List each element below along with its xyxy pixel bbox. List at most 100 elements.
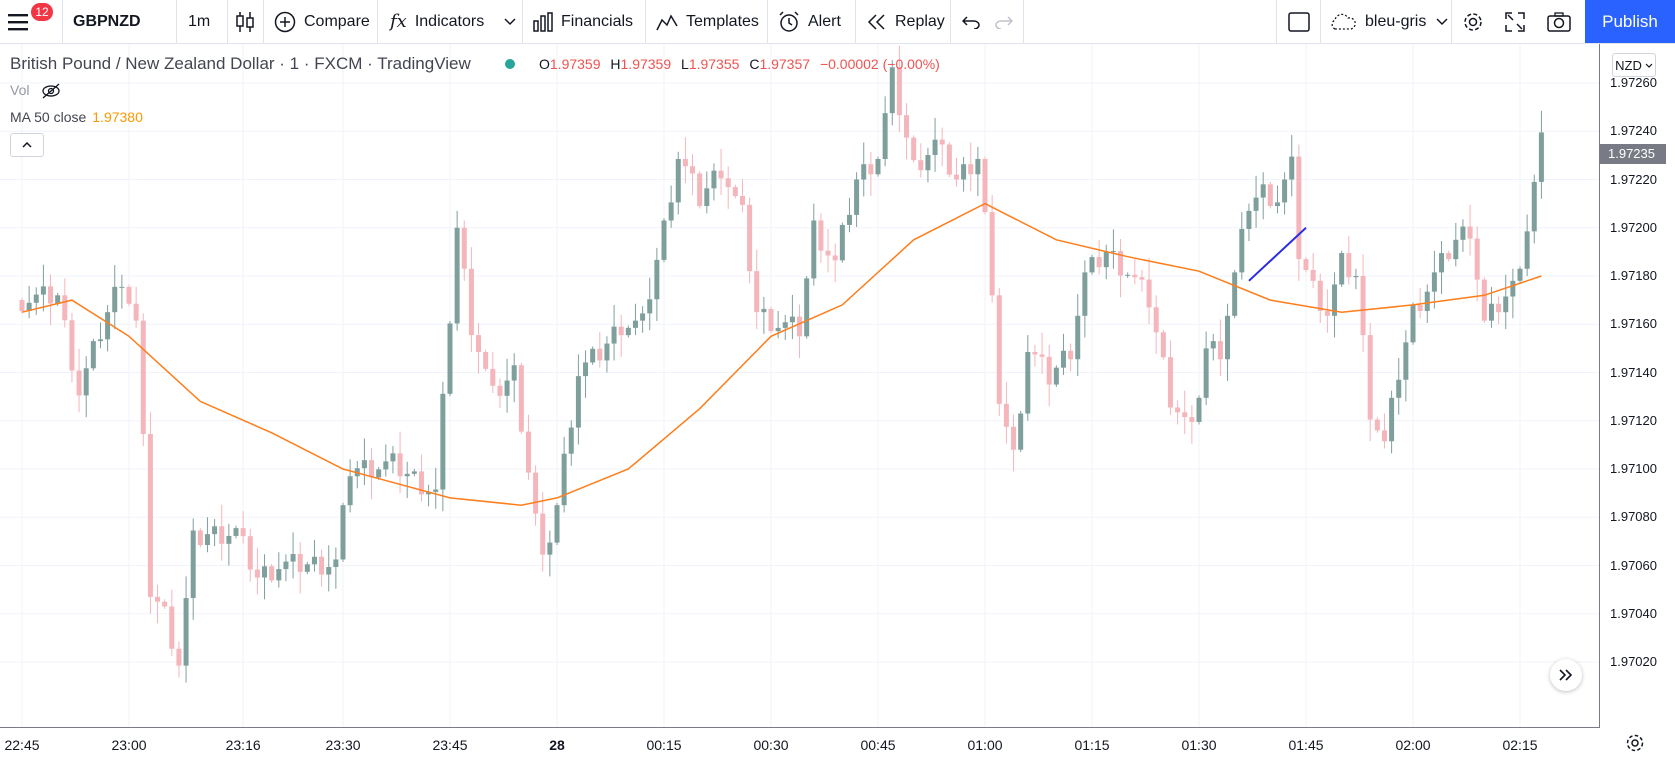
candle-body [818, 220, 824, 251]
volume-legend[interactable]: Vol [10, 82, 61, 99]
collapse-legend-button[interactable] [10, 133, 44, 157]
candle-body [1303, 259, 1309, 270]
candle-body [1153, 307, 1159, 333]
indicators-dropdown[interactable] [504, 0, 516, 43]
candle-body [1467, 226, 1473, 239]
time-tick-label: 23:00 [111, 737, 147, 753]
candle-body [283, 561, 289, 570]
candle-body [290, 554, 296, 562]
candle-body [1317, 280, 1323, 311]
time-axis[interactable]: 22:45 23:00 23:16 23:30 23:45 28 00:15 00:30 00:… [0, 727, 1600, 758]
candle-body [383, 461, 389, 470]
candle-body [1060, 350, 1066, 368]
camera-icon [1547, 11, 1571, 32]
financials-label: Financials [561, 12, 634, 30]
layout-menu[interactable]: bleu-gris [1329, 0, 1448, 43]
candle-body [112, 286, 118, 313]
candle-body [461, 227, 467, 269]
notification-badge: 12 [31, 3, 53, 21]
candle-body [604, 343, 610, 361]
eye-hidden-icon[interactable] [41, 83, 61, 99]
candle-body [675, 158, 681, 203]
undo-button[interactable] [962, 0, 980, 43]
alarm-clock-icon [779, 10, 799, 32]
ma-value: 1.97380 [92, 109, 143, 125]
candle-body [1488, 303, 1494, 321]
price-tick-label: 1.97180 [1610, 268, 1657, 283]
candle-body [319, 556, 325, 575]
candle-body [1068, 350, 1074, 360]
candle-body [618, 326, 624, 336]
time-tick-label: 23:30 [325, 737, 361, 753]
ma-legend[interactable]: MA 50 close 1.97380 [10, 109, 143, 125]
replay-button[interactable]: Replay [867, 0, 945, 43]
chart-type-button[interactable] [235, 0, 255, 43]
scroll-to-realtime-button[interactable] [1550, 659, 1582, 691]
alert-button[interactable]: Alert [778, 0, 841, 43]
chevron-up-icon [22, 142, 32, 148]
candle-body [69, 320, 75, 371]
candle-body [697, 173, 703, 207]
redo-button[interactable] [995, 0, 1013, 43]
candle-body [747, 204, 753, 272]
redo-icon [995, 15, 1013, 29]
candle-body [1203, 348, 1209, 398]
templates-button[interactable]: Templates [656, 0, 759, 43]
candle-body [190, 530, 196, 599]
candle-body [568, 427, 574, 454]
candle-body [26, 302, 32, 311]
candle-body [490, 368, 496, 386]
candle-body [1289, 156, 1295, 180]
candle-body [640, 313, 646, 321]
price-tick-label: 1.97200 [1610, 219, 1657, 235]
candle-body [212, 526, 218, 535]
candle-body [361, 460, 367, 469]
candle-body [326, 567, 332, 575]
undo-icon [962, 15, 980, 29]
candle-body [711, 170, 717, 189]
bar-chart-icon [533, 11, 553, 32]
candle-body [1096, 257, 1102, 268]
candle-body [1032, 351, 1038, 355]
candle-body [797, 316, 803, 337]
candles-icon [236, 11, 254, 32]
axis-settings-button[interactable] [1625, 733, 1645, 758]
snapshot-button[interactable] [1547, 0, 1571, 43]
time-tick-label: 02:15 [1502, 737, 1538, 753]
candle-body [83, 368, 89, 396]
symbol-legend-title[interactable]: British Pound / New Zealand Dollar · 1 ·… [10, 54, 471, 73]
candle-body [1110, 251, 1116, 253]
candle-body [33, 294, 39, 303]
candle-body [1367, 335, 1373, 420]
open-value: 1.97359 [549, 56, 601, 72]
candle-body [511, 365, 517, 381]
price-tick-label: 1.97160 [1610, 316, 1657, 332]
interval-button[interactable]: 1m [188, 12, 211, 30]
candle-body [504, 380, 510, 396]
menu-button[interactable] [8, 0, 58, 43]
candle-body [1524, 231, 1530, 269]
chevron-down-icon [504, 17, 516, 25]
fullscreen-button[interactable] [1505, 0, 1525, 43]
candle-body [90, 341, 96, 369]
currency-selector[interactable]: NZD [1612, 53, 1656, 77]
symbol-search[interactable]: GBPNZD [73, 12, 141, 30]
settings-button[interactable] [1462, 0, 1484, 43]
candle-body [1496, 303, 1502, 313]
indicators-button[interactable]: fx Indicators [390, 0, 484, 43]
financials-button[interactable]: Financials [533, 0, 633, 43]
compare-button[interactable]: Compare [274, 0, 370, 43]
candle-body [105, 312, 111, 340]
candle-body [1253, 197, 1259, 211]
candle-body [718, 170, 724, 179]
fullscreen-layout-button[interactable] [1288, 0, 1310, 43]
price-chart[interactable] [0, 44, 1600, 727]
publish-button[interactable]: Publish [1585, 0, 1675, 43]
rewind-icon [867, 13, 885, 30]
candle-body [219, 526, 225, 544]
price-tick-label: 1.97120 [1610, 412, 1657, 428]
layout-name: bleu-gris [1365, 12, 1427, 30]
candle-body [1274, 202, 1280, 207]
candle-body [1474, 238, 1480, 280]
candle-body [861, 164, 867, 180]
